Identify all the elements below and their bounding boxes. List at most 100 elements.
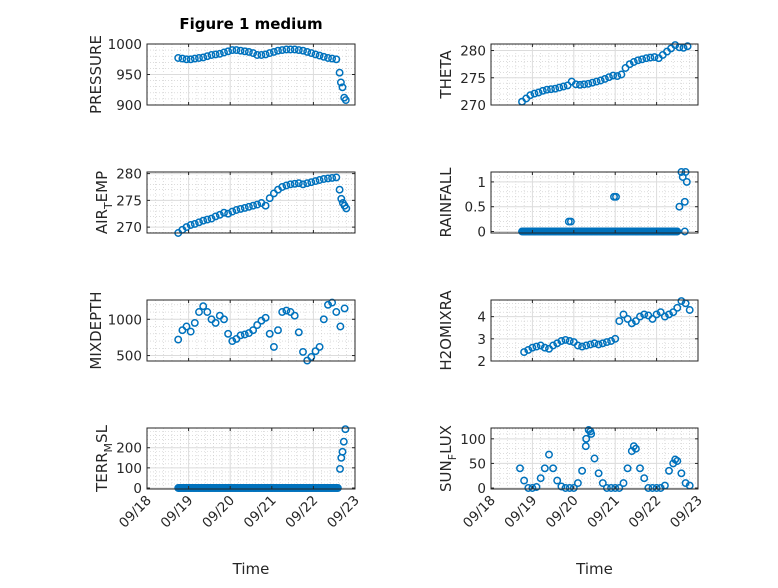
data-point	[240, 330, 249, 339]
data-point	[336, 322, 345, 331]
data-point	[311, 50, 320, 59]
data-point	[338, 83, 347, 92]
x-tick-label: 09/19	[501, 493, 540, 532]
data-point	[195, 54, 203, 62]
data-point	[596, 76, 605, 85]
data-point	[644, 484, 653, 492]
y-axis-label: AIRTEMP	[93, 171, 115, 234]
data-point	[565, 337, 574, 345]
data-point	[269, 47, 278, 56]
axes-background	[491, 428, 698, 489]
axes-box	[146, 299, 356, 362]
data-point	[588, 78, 597, 87]
data-point	[629, 442, 638, 451]
data-point	[340, 304, 349, 313]
x-axis-label: Time	[232, 560, 270, 578]
data-point	[265, 329, 274, 338]
data-point	[199, 302, 208, 311]
data-point	[224, 209, 233, 218]
axes-box	[146, 427, 356, 490]
data-point	[303, 179, 312, 188]
data-point	[203, 308, 212, 316]
y-tick-label: 275	[460, 71, 486, 87]
data-point	[207, 214, 216, 223]
data-point	[324, 300, 332, 309]
data-point	[590, 339, 599, 348]
data-point	[524, 484, 533, 492]
data-point	[561, 484, 570, 492]
y-tick-label: 4	[477, 310, 486, 326]
y-tick-label: 280	[116, 167, 142, 183]
data-point	[315, 342, 324, 351]
data-point	[236, 331, 245, 340]
data-point	[557, 482, 566, 491]
data-point	[627, 319, 636, 328]
y-tick-label: 1	[477, 175, 486, 191]
data-point	[307, 353, 316, 361]
data-point	[636, 312, 644, 321]
y-tick-label: 0	[133, 481, 142, 497]
data-point	[553, 339, 562, 348]
data-point	[682, 177, 691, 186]
data-point	[286, 45, 295, 54]
data-point	[315, 51, 324, 60]
x-tick-label: 09/22	[626, 493, 665, 532]
data-point	[290, 45, 299, 54]
data-point	[671, 455, 680, 464]
data-point	[605, 73, 613, 82]
axes-rainfall: 0 0.5 1 RAINFALL	[437, 167, 699, 241]
data-point	[257, 51, 266, 59]
y-label-text: EMP	[93, 171, 111, 202]
y-label-subscript: T	[102, 202, 115, 210]
data-point	[319, 315, 328, 324]
data-point	[594, 340, 603, 349]
data-point	[524, 345, 533, 354]
data-point	[274, 326, 282, 335]
data-point	[265, 49, 274, 58]
data-point	[516, 464, 524, 473]
data-point	[648, 314, 657, 323]
x-tick-label: 09/21	[584, 493, 623, 532]
data-point	[338, 447, 347, 456]
data-point	[573, 341, 582, 350]
y-tick-label: 100	[460, 432, 486, 448]
x-axis-label: Time	[575, 560, 613, 578]
data-point	[576, 80, 584, 89]
data-point	[294, 328, 303, 337]
y-tick-label: 2	[477, 354, 486, 370]
data-point	[536, 474, 545, 483]
data-point	[240, 203, 249, 212]
data-point	[613, 72, 622, 81]
data-point	[261, 313, 270, 322]
y-label-text: THETA	[437, 50, 455, 100]
data-point	[559, 82, 568, 91]
y-tick-label: 270	[116, 220, 142, 236]
x-tick-label: 09/20	[543, 493, 582, 532]
y-axis-label: PRESSURE	[87, 35, 105, 114]
data-point	[646, 53, 655, 62]
axes-background	[491, 300, 698, 361]
data-point	[665, 466, 673, 475]
data-point	[669, 308, 678, 317]
data-point	[549, 341, 558, 350]
data-point	[274, 46, 282, 55]
y-tick-label: 50	[469, 456, 486, 472]
y-tick-label: 0	[477, 225, 486, 241]
data-point	[598, 479, 607, 488]
data-point	[174, 335, 183, 344]
data-point	[587, 429, 596, 438]
y-tick-label: 1000	[108, 312, 142, 328]
data-point	[656, 308, 665, 317]
y-label-text: LUX	[437, 425, 455, 454]
axes-background	[491, 44, 698, 105]
y-axis-label: RAINFALL	[437, 167, 455, 238]
data-point	[677, 297, 686, 306]
data-point	[665, 310, 673, 319]
data-point	[174, 54, 183, 62]
data-point	[324, 174, 332, 183]
data-point	[253, 51, 262, 59]
data-point	[335, 68, 344, 77]
